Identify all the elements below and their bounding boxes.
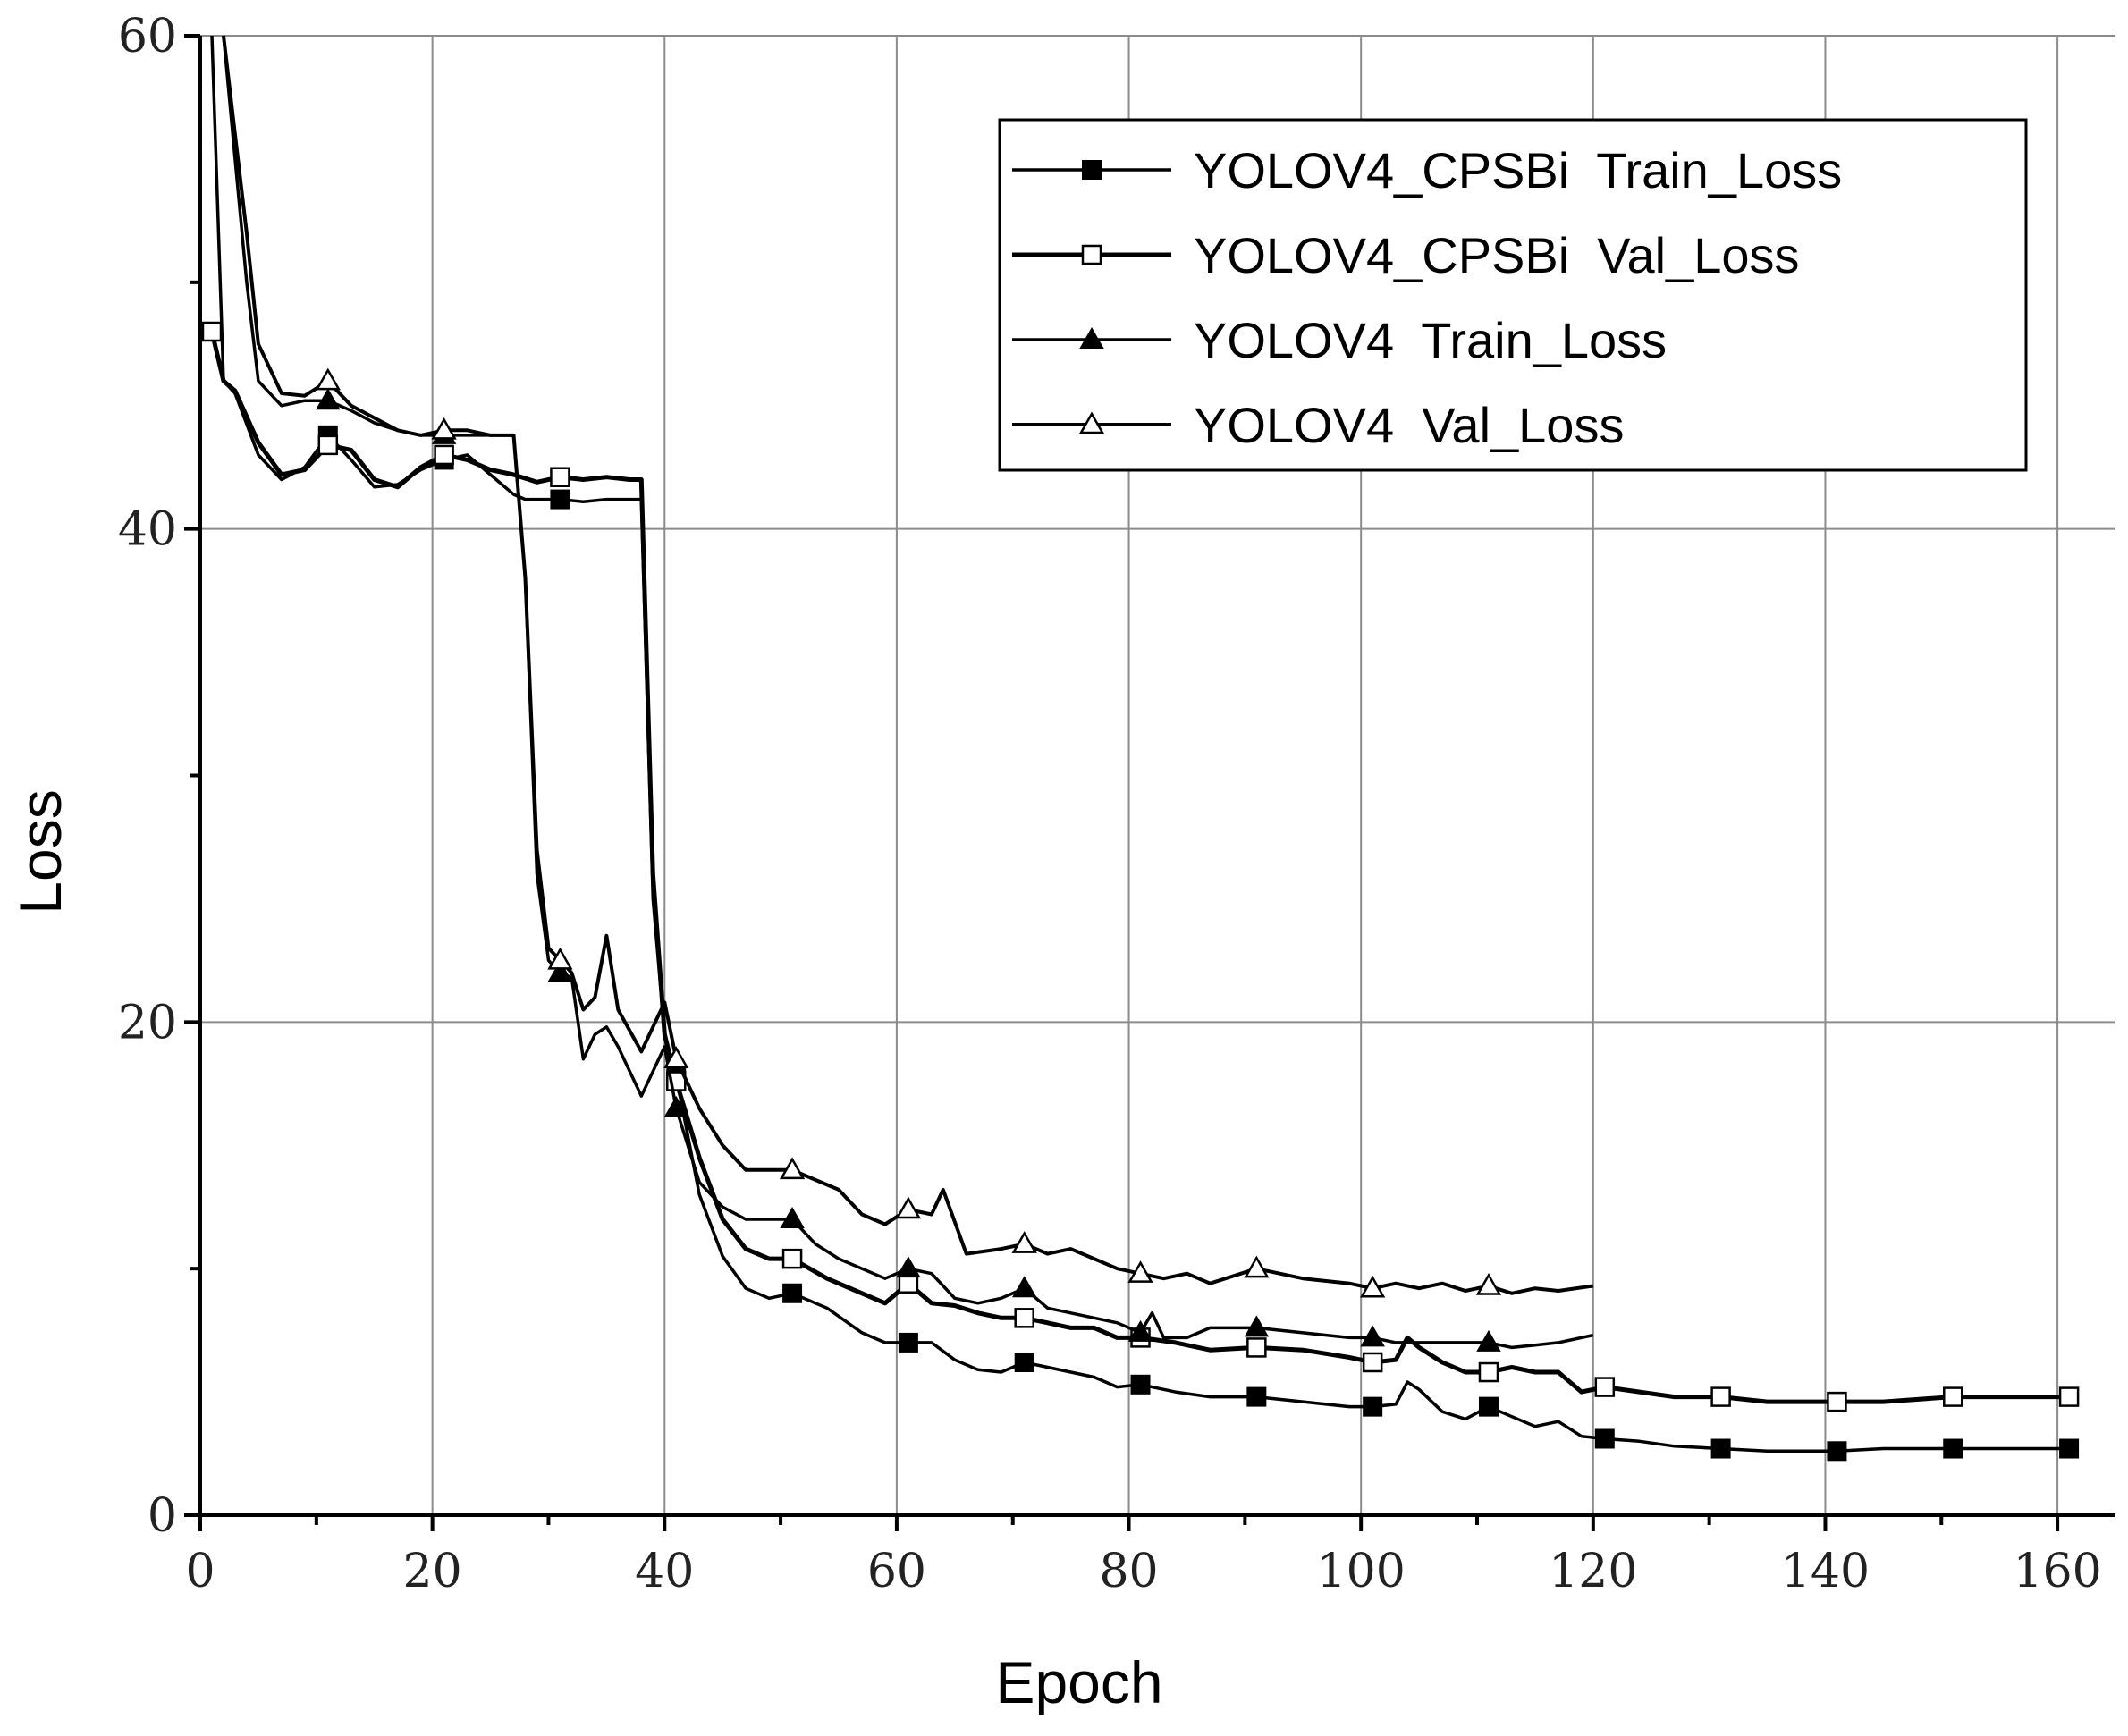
legend-label-1: YOLOV4_CPSBi Train_Loss [1194, 142, 1842, 198]
series-3-marker-81 [1127, 1319, 1153, 1342]
series-2-marker-51 [781, 1248, 803, 1269]
series-2 [201, 321, 2080, 1412]
series-1-marker-51 [782, 1283, 803, 1303]
series-3-line [222, 35, 1594, 1350]
x-tick-label-120: 120 [1549, 1545, 1637, 1598]
series-3-marker-111 [1476, 1329, 1501, 1352]
series-2-marker-111 [1478, 1361, 1499, 1383]
x-tick-label-0: 0 [185, 1545, 215, 1598]
series-2-marker-131 [1710, 1386, 1731, 1407]
legend-label-2: YOLOV4_CPSBi Val_Loss [1194, 227, 1800, 283]
legend-label-4: YOLOV4 Val_Loss [1194, 397, 1624, 453]
series-4-marker-11 [315, 367, 341, 391]
legend-label-3: YOLOV4 Train_Loss [1194, 312, 1667, 368]
legend: YOLOV4_CPSBi Train_Loss YOLOV4_CPSBi Val_… [998, 118, 2028, 472]
series-2-marker-121 [1594, 1377, 1616, 1397]
x-tick-label-20: 20 [403, 1545, 462, 1598]
series-2-marker-1 [201, 321, 223, 342]
series-2-marker-161 [2058, 1386, 2080, 1407]
series-3-marker-91 [1244, 1315, 1270, 1337]
x-tick-label-40: 40 [635, 1545, 694, 1598]
series-lines [201, 35, 2080, 1462]
series-2-marker-21 [434, 444, 454, 466]
series-1-marker-161 [2059, 1438, 2080, 1459]
series-4-marker-61 [895, 1196, 922, 1219]
legend-item-2: YOLOV4_CPSBi Val_Loss [1012, 227, 1800, 283]
series-1-marker-151 [1943, 1438, 1963, 1459]
series-4-marker-91 [1244, 1255, 1270, 1278]
y-axis-title: Loss [7, 789, 73, 914]
legend-item-4: YOLOV4 Val_Loss [1012, 397, 1624, 453]
series-3-marker-61 [896, 1256, 921, 1278]
series-3-marker-101 [1360, 1325, 1385, 1347]
series-4-marker-71 [1011, 1231, 1037, 1253]
y-tick-label-0: 0 [148, 1489, 177, 1543]
series-4-marker-81 [1127, 1260, 1153, 1283]
series-2-marker-11 [317, 434, 339, 456]
series-3-marker-41 [663, 1095, 688, 1117]
series-2-marker-31 [550, 467, 570, 487]
legend-box [998, 118, 2028, 472]
y-tick-label-60: 60 [118, 10, 177, 63]
series-3-marker-31 [547, 960, 573, 982]
series-4-marker-21 [431, 417, 457, 440]
series-2-marker-101 [1362, 1352, 1383, 1373]
series-4-marker-31 [547, 947, 573, 970]
series-2-marker-141 [1827, 1391, 1847, 1412]
series-1-marker-111 [1478, 1396, 1499, 1417]
x-tick-label-80: 80 [1099, 1545, 1158, 1598]
series-2-marker-71 [1014, 1308, 1034, 1328]
legend-marker-1 [1082, 160, 1102, 180]
series-1-marker-31 [550, 489, 570, 510]
y-tick-label-40: 40 [118, 503, 177, 557]
series-4-marker-111 [1475, 1272, 1502, 1295]
legend-marker-4 [1078, 411, 1105, 434]
series-1-marker-81 [1130, 1374, 1151, 1395]
series-3 [222, 35, 1594, 1352]
series-2-marker-151 [1943, 1386, 1963, 1407]
series-1-marker-141 [1827, 1441, 1847, 1462]
legend-marker-3 [1079, 326, 1104, 349]
series-1-marker-91 [1246, 1386, 1267, 1407]
x-tick-label-60: 60 [867, 1545, 926, 1598]
series-3-marker-51 [780, 1206, 805, 1228]
series-1-marker-121 [1594, 1428, 1615, 1449]
tick-labels: 0 20 40 60 80 100 120 140 160 0 20 40 60 [118, 10, 2102, 1598]
series-4-marker-101 [1360, 1275, 1386, 1298]
legend-marker-2 [1081, 244, 1102, 265]
series-2-line [209, 331, 2070, 1404]
series-4-marker-51 [779, 1157, 806, 1180]
series-1-marker-131 [1710, 1438, 1731, 1459]
series-1-marker-61 [898, 1332, 918, 1353]
series-1-marker-71 [1014, 1352, 1034, 1372]
x-tick-label-160: 160 [2013, 1545, 2101, 1598]
legend-item-1: YOLOV4_CPSBi Train_Loss [1012, 142, 1842, 198]
series-2-marker-91 [1246, 1337, 1267, 1358]
x-tick-label-140: 140 [1781, 1545, 1870, 1598]
series-3-marker-71 [1011, 1276, 1037, 1298]
legend-item-3: YOLOV4 Train_Loss [1012, 312, 1667, 368]
axes [184, 34, 2115, 1531]
series-3-marker-11 [316, 388, 341, 410]
series-4-marker-41 [663, 1046, 689, 1068]
series-1-marker-101 [1363, 1396, 1383, 1417]
x-axis-title: Epoch [995, 1649, 1162, 1715]
y-tick-label-20: 20 [118, 996, 177, 1049]
series-4 [222, 35, 1594, 1298]
x-tick-label-100: 100 [1317, 1545, 1406, 1598]
